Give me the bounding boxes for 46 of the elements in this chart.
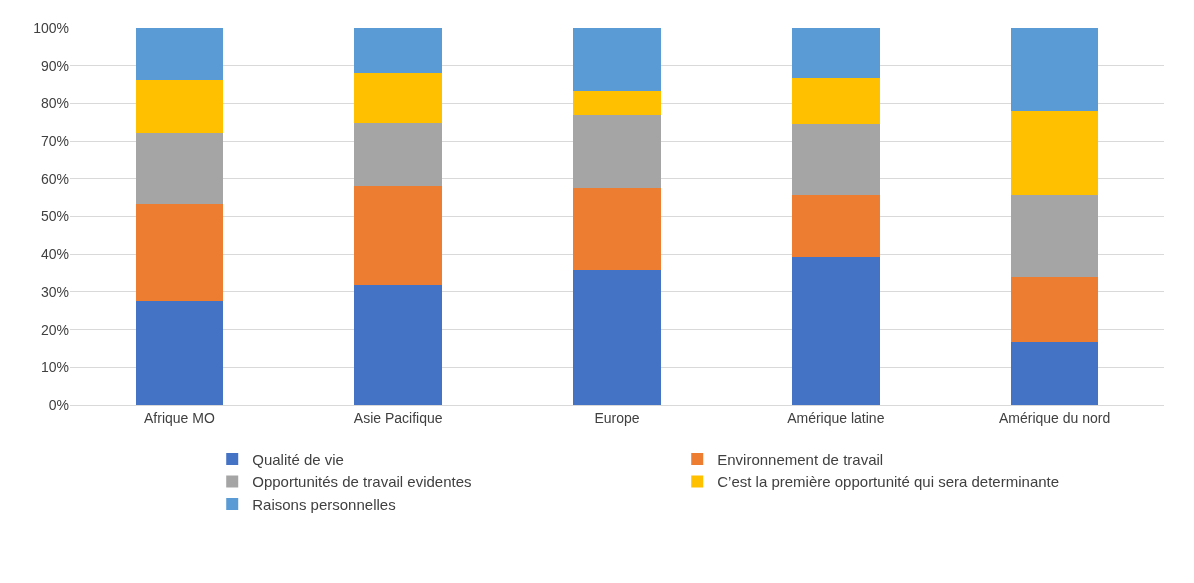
x-tick-label: Afrique MO bbox=[143, 409, 215, 426]
y-tick-label: 70% bbox=[40, 133, 69, 149]
bar bbox=[792, 78, 880, 125]
x-tick-label: Amérique latine bbox=[787, 409, 885, 426]
bar bbox=[135, 203, 224, 301]
legend-label: Raisons personnelles bbox=[252, 495, 396, 513]
y-tick-label: 20% bbox=[40, 321, 69, 338]
y-tick-label: 0% bbox=[48, 396, 69, 413]
bar bbox=[135, 80, 224, 134]
y-tick-label: 100% bbox=[33, 19, 69, 36]
bar bbox=[1010, 341, 1099, 405]
bar bbox=[792, 124, 880, 196]
bar bbox=[135, 300, 224, 405]
bar bbox=[354, 72, 442, 123]
y-tick-label: 60% bbox=[40, 170, 69, 187]
y-tick-label: 40% bbox=[40, 246, 69, 263]
bar bbox=[573, 91, 661, 115]
bar bbox=[573, 270, 661, 405]
bar bbox=[573, 114, 661, 189]
bar bbox=[1010, 277, 1099, 342]
legend-label: Opportunités de travail evidentes bbox=[252, 473, 472, 491]
x-tick-label: Asie Pacifique bbox=[353, 409, 443, 426]
bar bbox=[135, 28, 224, 81]
y-tick-label: 30% bbox=[40, 283, 69, 300]
bar bbox=[792, 28, 880, 79]
y-tick-label: 90% bbox=[40, 57, 69, 74]
bar bbox=[354, 28, 442, 73]
bar bbox=[354, 186, 442, 286]
legend-label: Environnement de travail bbox=[717, 450, 884, 468]
legend-label: C’est la première opportunité qui sera determinante bbox=[717, 473, 1060, 491]
bar bbox=[135, 133, 224, 204]
y-tick-label: 80% bbox=[40, 95, 69, 112]
bar bbox=[1010, 110, 1099, 195]
bar bbox=[354, 285, 442, 405]
bar bbox=[573, 28, 661, 92]
y-tick-label: 50% bbox=[40, 208, 69, 225]
bar bbox=[792, 195, 880, 257]
bar bbox=[792, 256, 880, 405]
bar bbox=[573, 188, 661, 271]
bar bbox=[354, 123, 442, 187]
x-tick-label: Amérique du nord bbox=[998, 409, 1111, 426]
y-tick-label: 10% bbox=[40, 359, 69, 376]
bar bbox=[1010, 28, 1099, 111]
bar bbox=[1010, 194, 1099, 278]
x-tick-label: Europe bbox=[594, 409, 640, 426]
legend-label: Qualité de vie bbox=[252, 450, 344, 468]
